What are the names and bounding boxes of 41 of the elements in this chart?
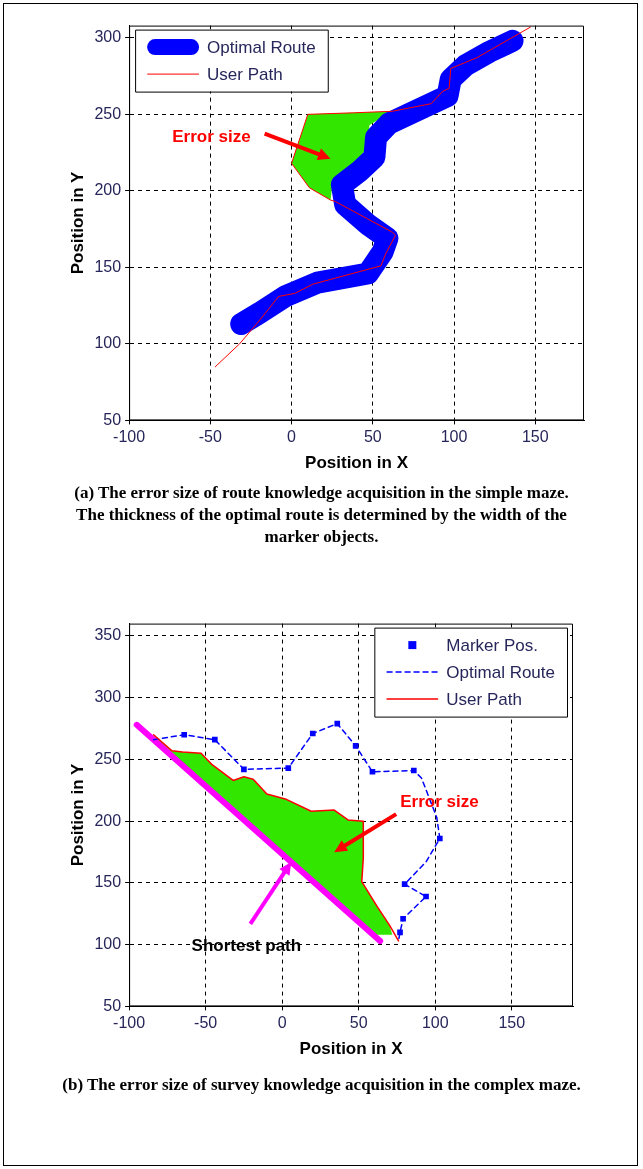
x-tick-label: -50	[194, 1014, 218, 1032]
point	[211, 736, 218, 743]
legend-label: Optimal Route	[446, 662, 556, 682]
x-tick-label: -100	[113, 428, 146, 446]
x-tick-label: 0	[287, 428, 297, 446]
y-tick-label: 100	[94, 334, 122, 352]
legend-label: User Path	[446, 689, 522, 709]
legend-label: User Path	[207, 64, 283, 84]
y-tick-label: 350	[94, 626, 122, 644]
x-axis-title: Position in X	[305, 453, 409, 473]
legend-label: Marker Pos.	[446, 635, 538, 655]
text: (a) The error size of route knowledge acquisition in the simple maze. The thickness of the optimal route is determined by the width of the marker objects.	[73, 482, 570, 548]
x-tick-label: 0	[277, 1014, 287, 1032]
text: (b) The error size of survey knowledge acquisition in the complex maze.	[61, 1074, 582, 1096]
y-tick-label: 150	[94, 873, 122, 891]
annotation: Error size	[172, 127, 251, 147]
y-axis-title: Position in Y	[67, 763, 87, 867]
x-tick-label: -50	[198, 428, 222, 446]
x-tick-label: 150	[521, 428, 549, 446]
x-tick-label: 100	[421, 1014, 449, 1032]
y-tick-label: 200	[94, 181, 122, 199]
x-tick-label: 50	[363, 428, 382, 446]
y-tick-label: 250	[94, 104, 122, 122]
y-axis-title: Position in Y	[67, 171, 87, 275]
x-tick-label: 150	[498, 1014, 526, 1032]
legend-label: Optimal Route	[207, 37, 316, 57]
y-tick-label: 300	[94, 28, 122, 46]
y-tick-label: 200	[94, 811, 122, 829]
x-tick-label: 50	[349, 1014, 368, 1032]
x-axis-title: Position in X	[299, 1039, 404, 1059]
y-tick-label: 50	[103, 410, 122, 428]
y-tick-label: 300	[94, 688, 122, 706]
y-tick-label: 250	[94, 749, 122, 767]
point	[397, 929, 403, 936]
point	[241, 766, 247, 773]
x-tick-label: 100	[440, 428, 468, 446]
y-tick-label: 50	[103, 996, 122, 1014]
x-tick-label: -100	[113, 1014, 146, 1032]
annotation: Error size	[400, 791, 479, 811]
y-tick-label: 150	[94, 257, 122, 275]
y-tick-label: 100	[94, 935, 122, 953]
